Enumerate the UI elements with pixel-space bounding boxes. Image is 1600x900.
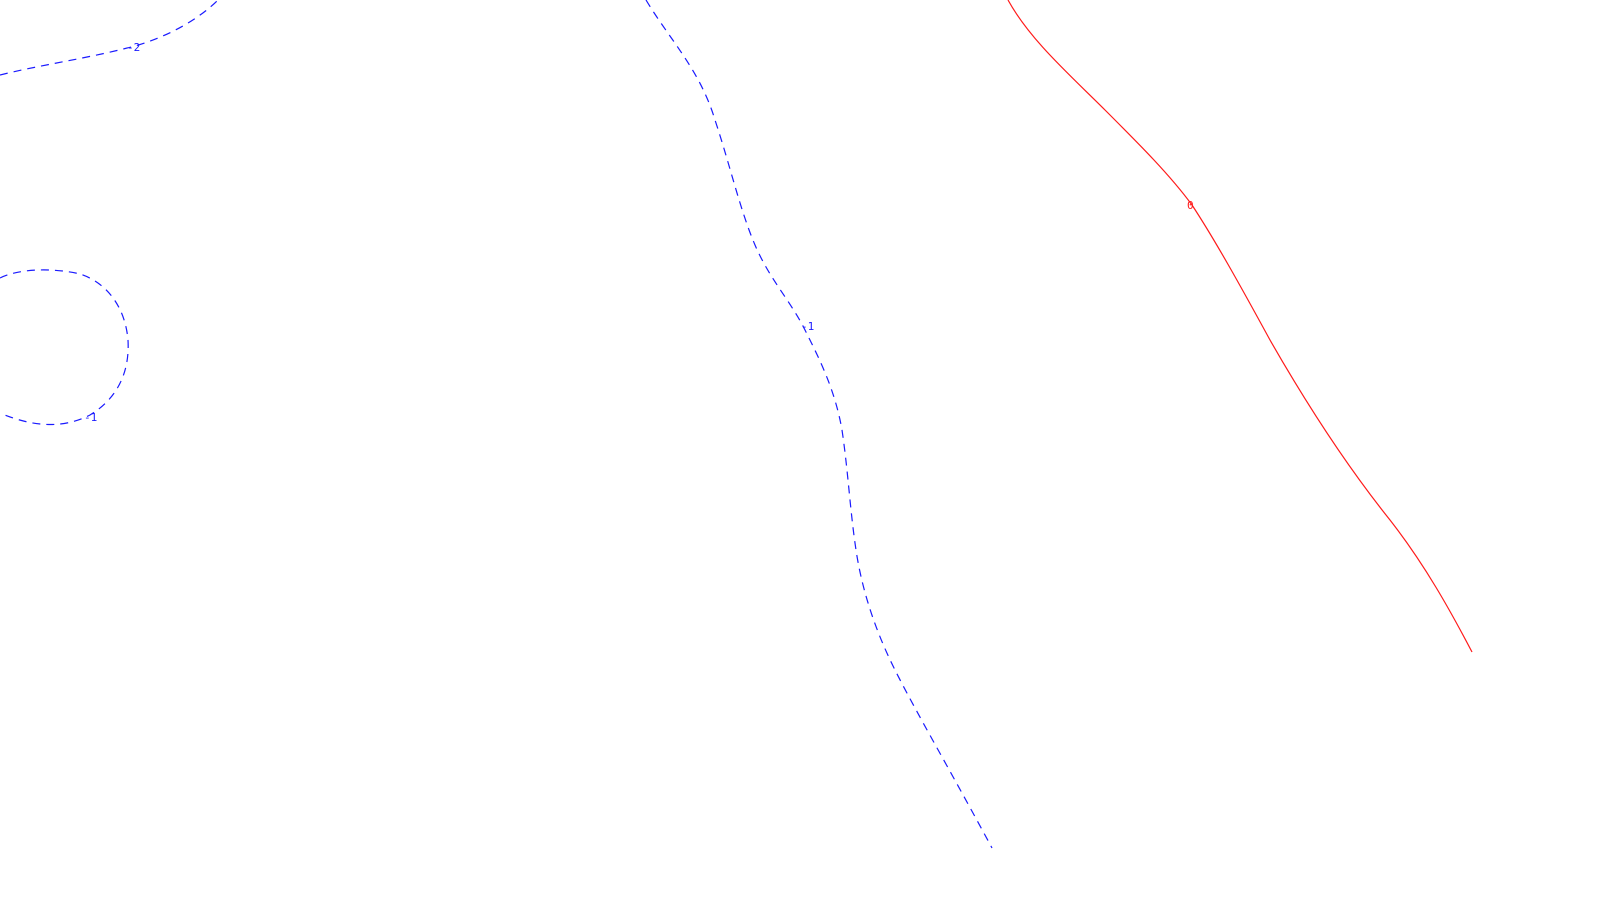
contour-label-minus-2: -2 <box>127 41 140 54</box>
contour-line-minus-2 <box>0 0 219 76</box>
contour-line-zero <box>1007 0 1473 653</box>
contour-label-zero: 0 <box>1187 199 1194 212</box>
contour-line-minus-1-middle <box>645 0 993 849</box>
contour-label-minus-1-middle: -1 <box>801 320 814 333</box>
contour-line-minus-1-circle <box>0 269 129 426</box>
contour-label-minus-1-circle: -1 <box>84 411 97 424</box>
